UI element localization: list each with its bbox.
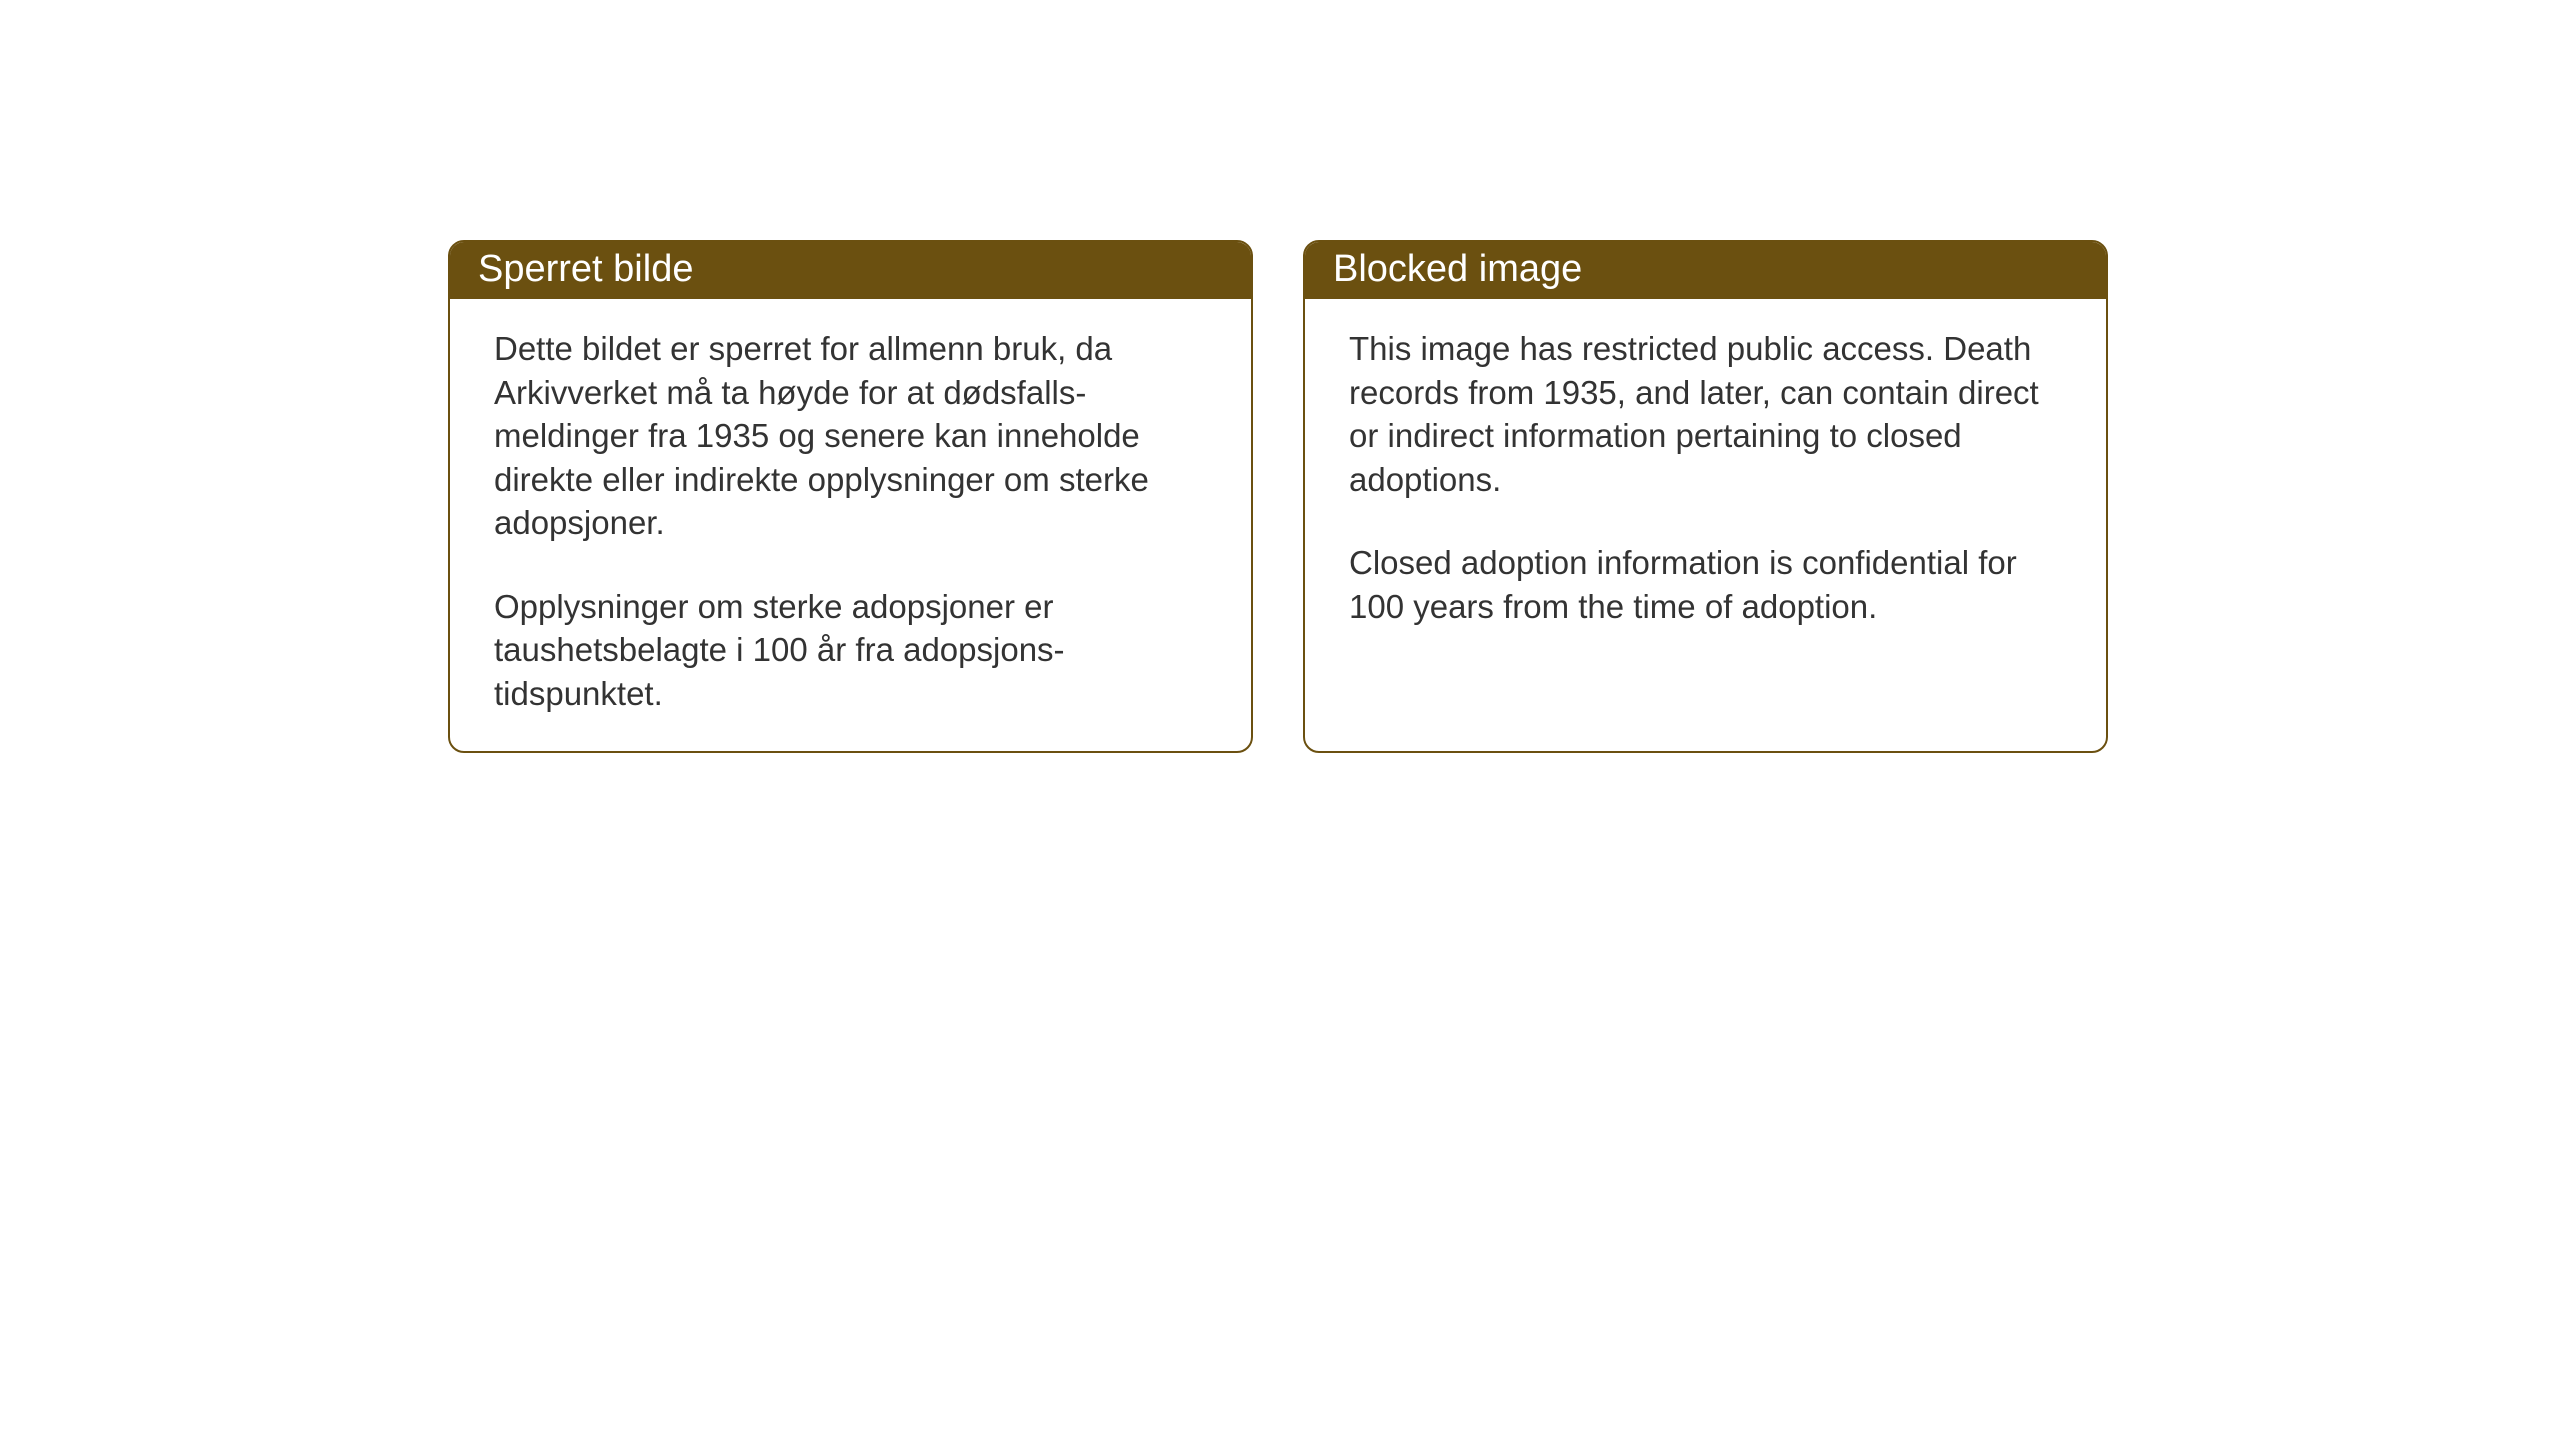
notice-container: Sperret bilde Dette bildet er sperret fo… xyxy=(448,240,2108,753)
norwegian-card-title: Sperret bilde xyxy=(450,242,1251,299)
norwegian-notice-card: Sperret bilde Dette bildet er sperret fo… xyxy=(448,240,1253,753)
english-paragraph-1: This image has restricted public access.… xyxy=(1349,327,2062,501)
english-card-body: This image has restricted public access.… xyxy=(1305,299,2106,664)
english-card-title: Blocked image xyxy=(1305,242,2106,299)
norwegian-paragraph-2: Opplysninger om sterke adopsjoner er tau… xyxy=(494,585,1207,716)
norwegian-paragraph-1: Dette bildet er sperret for allmenn bruk… xyxy=(494,327,1207,545)
english-notice-card: Blocked image This image has restricted … xyxy=(1303,240,2108,753)
norwegian-card-body: Dette bildet er sperret for allmenn bruk… xyxy=(450,299,1251,751)
english-paragraph-2: Closed adoption information is confident… xyxy=(1349,541,2062,628)
